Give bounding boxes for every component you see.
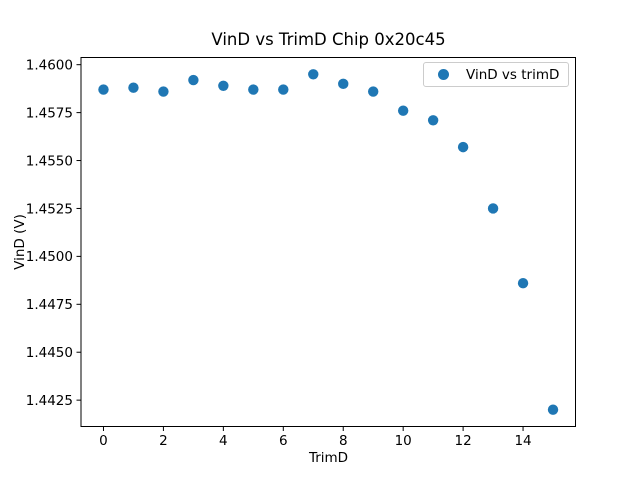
- y-tick-label: 1.4600: [26, 57, 73, 73]
- y-tick-label: 1.4550: [26, 153, 73, 169]
- x-tick-label: 14: [514, 433, 531, 449]
- y-axis-label: VinD (V): [12, 214, 28, 270]
- data-point: [457, 141, 469, 153]
- y-tick-label: 1.4500: [26, 249, 73, 265]
- data-point: [397, 105, 409, 116]
- data-point: [427, 115, 439, 126]
- data-point: [248, 84, 259, 95]
- data-point: [547, 404, 559, 415]
- data-point: [158, 86, 169, 97]
- legend-marker-icon: [438, 69, 449, 80]
- data-point: [188, 74, 199, 86]
- legend-label: VinD vs trimD: [466, 66, 560, 83]
- y-tick-label: 1.4525: [26, 201, 73, 217]
- data-point: [308, 69, 319, 80]
- x-tick-label: 0: [99, 433, 108, 449]
- y-tick-label: 1.4425: [26, 393, 73, 409]
- x-tick-label: 8: [339, 433, 348, 449]
- plot-area: [80, 57, 576, 427]
- chart-title: VinD vs TrimD Chip 0x20c45: [211, 30, 446, 49]
- y-tick-label: 1.4475: [26, 297, 73, 313]
- data-point: [338, 78, 349, 90]
- legend: VinD vs trimD: [423, 62, 569, 87]
- data-point: [218, 80, 229, 91]
- data-point: [368, 86, 379, 97]
- data-point: [487, 203, 499, 214]
- x-tick-label: 12: [455, 433, 472, 449]
- x-tick-label: 10: [395, 433, 412, 449]
- data-point: [517, 278, 529, 289]
- y-tick-label: 1.4450: [26, 345, 73, 361]
- data-point: [278, 84, 289, 95]
- x-tick-label: 6: [279, 433, 288, 449]
- data-point: [98, 84, 109, 95]
- x-tick-label: 2: [159, 433, 168, 449]
- x-tick-label: 4: [219, 433, 228, 449]
- y-tick-label: 1.4575: [26, 105, 73, 121]
- x-axis-label: TrimD: [308, 450, 349, 466]
- data-point: [128, 82, 139, 93]
